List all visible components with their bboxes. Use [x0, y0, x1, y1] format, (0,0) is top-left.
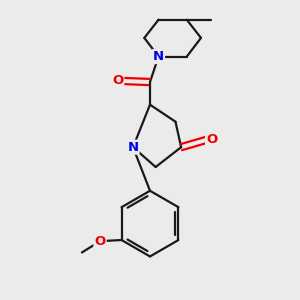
Text: O: O — [94, 235, 106, 248]
Text: O: O — [206, 133, 217, 146]
Text: N: N — [128, 141, 139, 154]
Text: N: N — [153, 50, 164, 63]
Text: O: O — [112, 74, 123, 87]
